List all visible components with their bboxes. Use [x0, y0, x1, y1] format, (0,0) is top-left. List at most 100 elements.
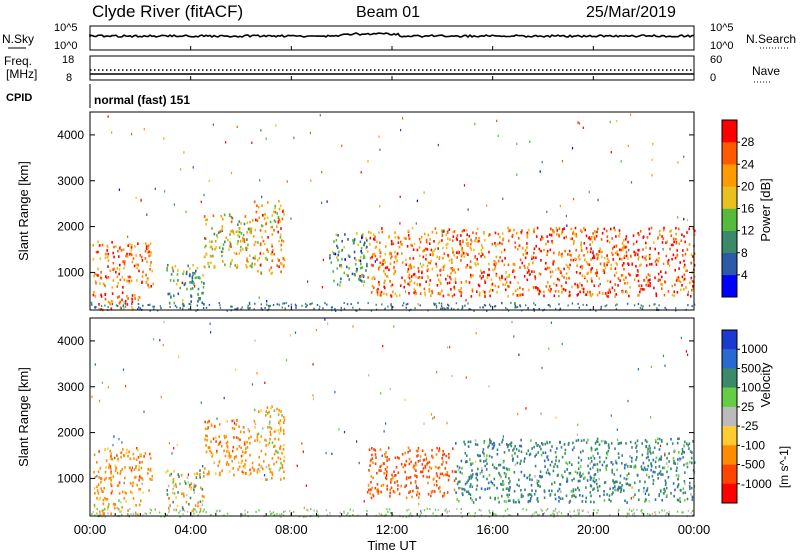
- echo-cell: [169, 504, 171, 507]
- echo-cell: [384, 455, 387, 458]
- echo-cell: [485, 457, 488, 461]
- echo-cell: [173, 447, 175, 450]
- echo-cell: [268, 467, 271, 471]
- echo-cell: [218, 435, 220, 438]
- echo-cell: [136, 446, 138, 450]
- echo-cell: [166, 489, 168, 492]
- echo-cell: [580, 229, 582, 232]
- echo-cell: [404, 470, 406, 474]
- echo-cell: [264, 230, 267, 233]
- echo-cell: [478, 252, 480, 256]
- echo-cell: [535, 244, 537, 248]
- echo-cell: [563, 443, 566, 446]
- echo-cell: [176, 504, 179, 508]
- echo-cell: [231, 229, 234, 232]
- echo-cell: [461, 253, 463, 257]
- colorbar-bin: [722, 142, 737, 165]
- echo-cell: [592, 250, 594, 253]
- echo-cell: [147, 472, 149, 475]
- echo-cell: [442, 294, 445, 298]
- echo-cell: [669, 247, 671, 251]
- echo-cell: [404, 398, 406, 402]
- echo-cell: [559, 270, 562, 273]
- echo-cell: [285, 302, 287, 305]
- echo-cell: [183, 270, 185, 273]
- echo-cell: [484, 304, 487, 307]
- echo-cell: [304, 302, 307, 305]
- echo-cell: [616, 480, 618, 484]
- echo-cell: [289, 334, 292, 337]
- echo-cell: [610, 251, 613, 255]
- echo-cell: [555, 459, 557, 462]
- echo-cell: [248, 473, 251, 477]
- echo-cell: [203, 303, 205, 306]
- echo-cell: [493, 483, 496, 487]
- echo-cell: [460, 459, 463, 463]
- echo-cell: [477, 262, 480, 266]
- echo-cell: [223, 434, 226, 438]
- echo-cell: [556, 229, 559, 232]
- echo-cell: [214, 436, 217, 439]
- echo-cell: [541, 160, 543, 164]
- echo-cell: [615, 271, 618, 274]
- echo-cell: [316, 510, 318, 513]
- echo-cell: [236, 125, 238, 128]
- echo-cell: [573, 446, 575, 449]
- echo-cell: [254, 228, 257, 232]
- echo-cell: [283, 477, 285, 480]
- echo-cell: [613, 274, 616, 277]
- echo-cell: [514, 463, 517, 467]
- echo-cell: [115, 270, 117, 274]
- echo-cell: [329, 256, 331, 260]
- echo-cell: [474, 122, 476, 126]
- echo-cell: [475, 232, 478, 235]
- echo-cell: [118, 302, 121, 305]
- echo-cell: [447, 253, 449, 257]
- echo-cell: [113, 255, 115, 259]
- echo-cell: [493, 513, 495, 516]
- echo-cell: [180, 281, 183, 285]
- echo-cell: [628, 294, 630, 298]
- echo-cell: [447, 307, 449, 310]
- echo-cell: [480, 487, 483, 490]
- echo-cell: [233, 427, 236, 431]
- echo-cell: [268, 441, 271, 445]
- echo-cell: [502, 283, 504, 286]
- echo-cell: [502, 488, 504, 491]
- echo-cell: [224, 436, 226, 440]
- echo-cell: [679, 457, 682, 461]
- echo-cell: [445, 243, 448, 247]
- echo-cell: [596, 440, 599, 443]
- echo-cell: [520, 444, 523, 448]
- echo-cell: [414, 481, 417, 485]
- echo-cell: [615, 480, 617, 483]
- echo-cell: [608, 289, 611, 292]
- beam-label: Beam 01: [356, 4, 420, 21]
- echo-cell: [647, 279, 650, 282]
- echo-cell: [412, 466, 415, 469]
- echo-cell: [241, 248, 244, 251]
- echo-cell: [556, 514, 559, 517]
- echo-cell: [172, 487, 174, 491]
- echo-cell: [616, 303, 618, 306]
- echo-cell: [593, 473, 596, 477]
- echo-cell: [563, 227, 565, 230]
- echo-cell: [564, 289, 567, 292]
- echo-cell: [442, 449, 444, 453]
- echo-cell: [254, 302, 256, 305]
- echo-cell: [110, 476, 112, 480]
- echo-cell: [230, 245, 232, 248]
- echo-cell: [673, 459, 675, 463]
- echo-cell: [257, 241, 259, 244]
- echo-cell: [581, 494, 584, 498]
- echo-cell: [683, 235, 685, 238]
- echo-cell: [494, 305, 496, 308]
- echo-cell: [417, 446, 420, 450]
- echo-cell: [119, 472, 122, 475]
- echo-cell: [683, 444, 685, 447]
- echo-cell: [505, 306, 507, 309]
- echo-cell: [424, 247, 427, 251]
- echo-cell: [384, 279, 386, 283]
- echo-cell: [446, 421, 448, 425]
- echo-cell: [582, 509, 584, 512]
